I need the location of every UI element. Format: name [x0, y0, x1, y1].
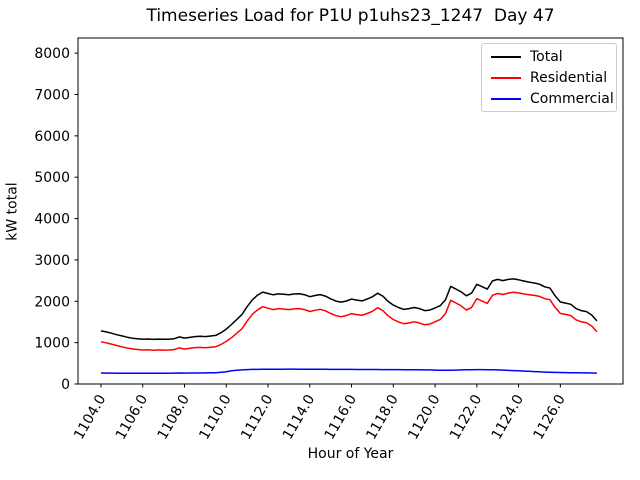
- legend-label: Residential: [530, 69, 608, 86]
- y-tick-label: 7000: [34, 87, 70, 103]
- chart-title: Timeseries Load for P1U p1uhs23_1247 Day…: [146, 6, 555, 26]
- y-axis-label: kW total: [4, 182, 21, 241]
- y-tick-label: 6000: [34, 129, 70, 145]
- legend-line-swatch: [491, 55, 521, 58]
- x-axis-label: Hour of Year: [307, 446, 394, 462]
- legend: Total Residential Commercial: [481, 43, 617, 112]
- y-tick-label: 1000: [34, 336, 70, 352]
- y-tick-label: 2000: [34, 294, 70, 310]
- series-line-residential: [100, 291, 598, 351]
- y-tick-label: 0: [61, 377, 70, 393]
- series-line-total: [100, 278, 598, 341]
- legend-label: Total: [530, 48, 563, 65]
- legend-line-swatch: [491, 97, 521, 100]
- series-line-commercial: [100, 368, 597, 374]
- legend-entry-residential: Residential: [482, 67, 616, 88]
- y-tick-label: 8000: [34, 46, 70, 62]
- plot-border: [77, 37, 624, 385]
- y-tick-label: 5000: [34, 170, 70, 186]
- legend-entry-commercial: Commercial: [482, 88, 616, 109]
- legend-line-swatch: [491, 76, 521, 79]
- legend-entry-total: Total: [482, 46, 616, 67]
- y-tick-label: 3000: [34, 253, 70, 269]
- legend-label: Commercial: [530, 90, 614, 107]
- y-tick-label: 4000: [34, 212, 70, 228]
